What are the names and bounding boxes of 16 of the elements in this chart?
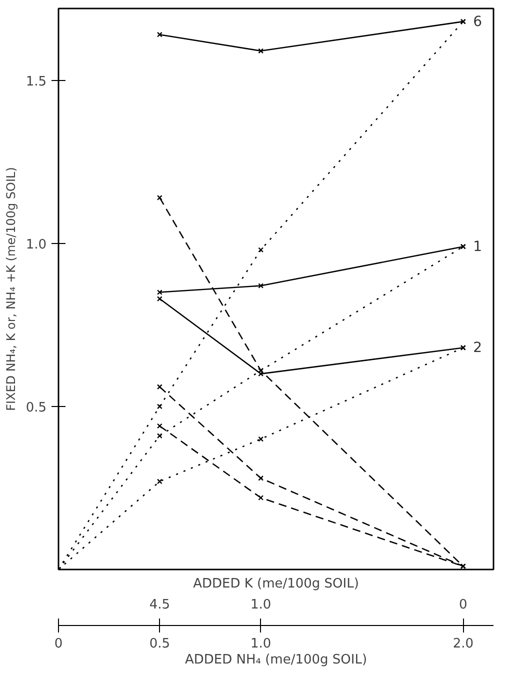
text: 1.0 [250,598,272,612]
y-tick-label: 1.5 [26,74,47,90]
series-label: 1 [473,239,482,256]
x-tick-label: 0.5 [149,636,170,652]
text: 0 [459,598,468,612]
text: 4.5 [149,598,170,612]
x-tick-label: 1.0 [250,636,272,652]
x-tick-label: 2.0 [452,636,474,652]
x-axis-title: ADDED NH₄ (me/100g SOIL) [184,652,368,668]
x-tick-label: 0 [54,636,63,652]
series-label: 2 [473,340,482,356]
y-tick-label: 0.5 [26,400,47,416]
y-tick-label: 1.0 [26,237,47,252]
x2-axis-title: ADDED K (me/100g SOIL) [193,576,359,592]
y-axis-title: FIXED NH₄, K or, NH₄ +K (me/100g SOIL) [4,167,18,411]
series-label: 6 [473,14,482,30]
